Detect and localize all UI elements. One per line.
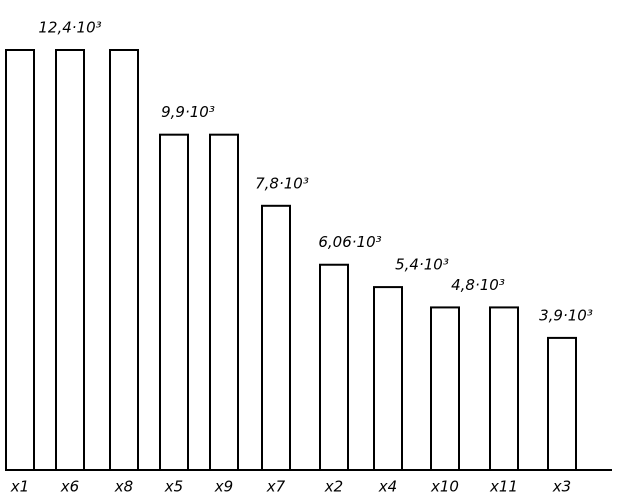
bar xyxy=(5,49,35,471)
value-label: 4,8·10³ xyxy=(451,276,505,294)
x-tick-label: x2 xyxy=(324,478,343,496)
bar xyxy=(489,306,519,471)
bar xyxy=(319,263,349,472)
bar xyxy=(209,133,239,471)
x-tick-label: x9 xyxy=(214,478,233,496)
bar xyxy=(109,49,139,471)
x-tick-label: x8 xyxy=(114,478,133,496)
value-label: 12,4·10³ xyxy=(38,19,101,37)
value-label: 3,9·10³ xyxy=(539,306,593,324)
x-tick-label: x6 xyxy=(60,478,79,496)
x-tick-label: x4 xyxy=(378,478,397,496)
bar xyxy=(261,204,291,471)
bar xyxy=(430,306,460,471)
bar xyxy=(159,133,189,471)
value-label: 5,4·10³ xyxy=(395,256,449,274)
x-tick-label: x7 xyxy=(266,478,286,496)
value-label: 7,8·10³ xyxy=(255,174,309,192)
x-tick-label: x1 xyxy=(10,478,29,496)
bar xyxy=(547,336,577,471)
x-tick-label: x3 xyxy=(552,478,571,496)
value-label: 9,9·10³ xyxy=(161,103,215,121)
x-tick-label: x5 xyxy=(164,478,183,496)
value-label: 6,06·10³ xyxy=(318,233,381,251)
bar xyxy=(55,49,85,471)
x-tick-label: x10 xyxy=(430,478,459,496)
bar xyxy=(373,286,403,471)
x-tick-label: x11 xyxy=(489,478,518,496)
